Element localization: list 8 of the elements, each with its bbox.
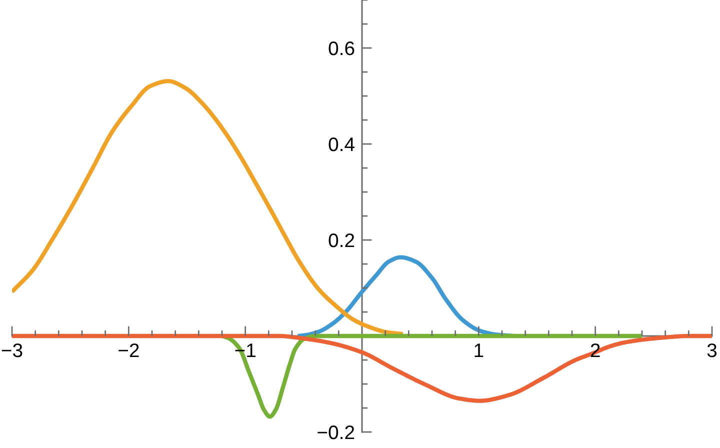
x-tick-label: −2 (118, 343, 139, 358)
x-tick-label: 1 (474, 344, 484, 358)
y-tick-label: 0.6 (328, 41, 354, 56)
x-tick-label: 3 (707, 343, 717, 358)
y-tick-label: −0.2 (318, 425, 354, 440)
y-tick-label: 0.4 (328, 137, 354, 152)
x-tick-label: −3 (2, 343, 22, 358)
y-tick-label: 0.2 (328, 233, 354, 248)
